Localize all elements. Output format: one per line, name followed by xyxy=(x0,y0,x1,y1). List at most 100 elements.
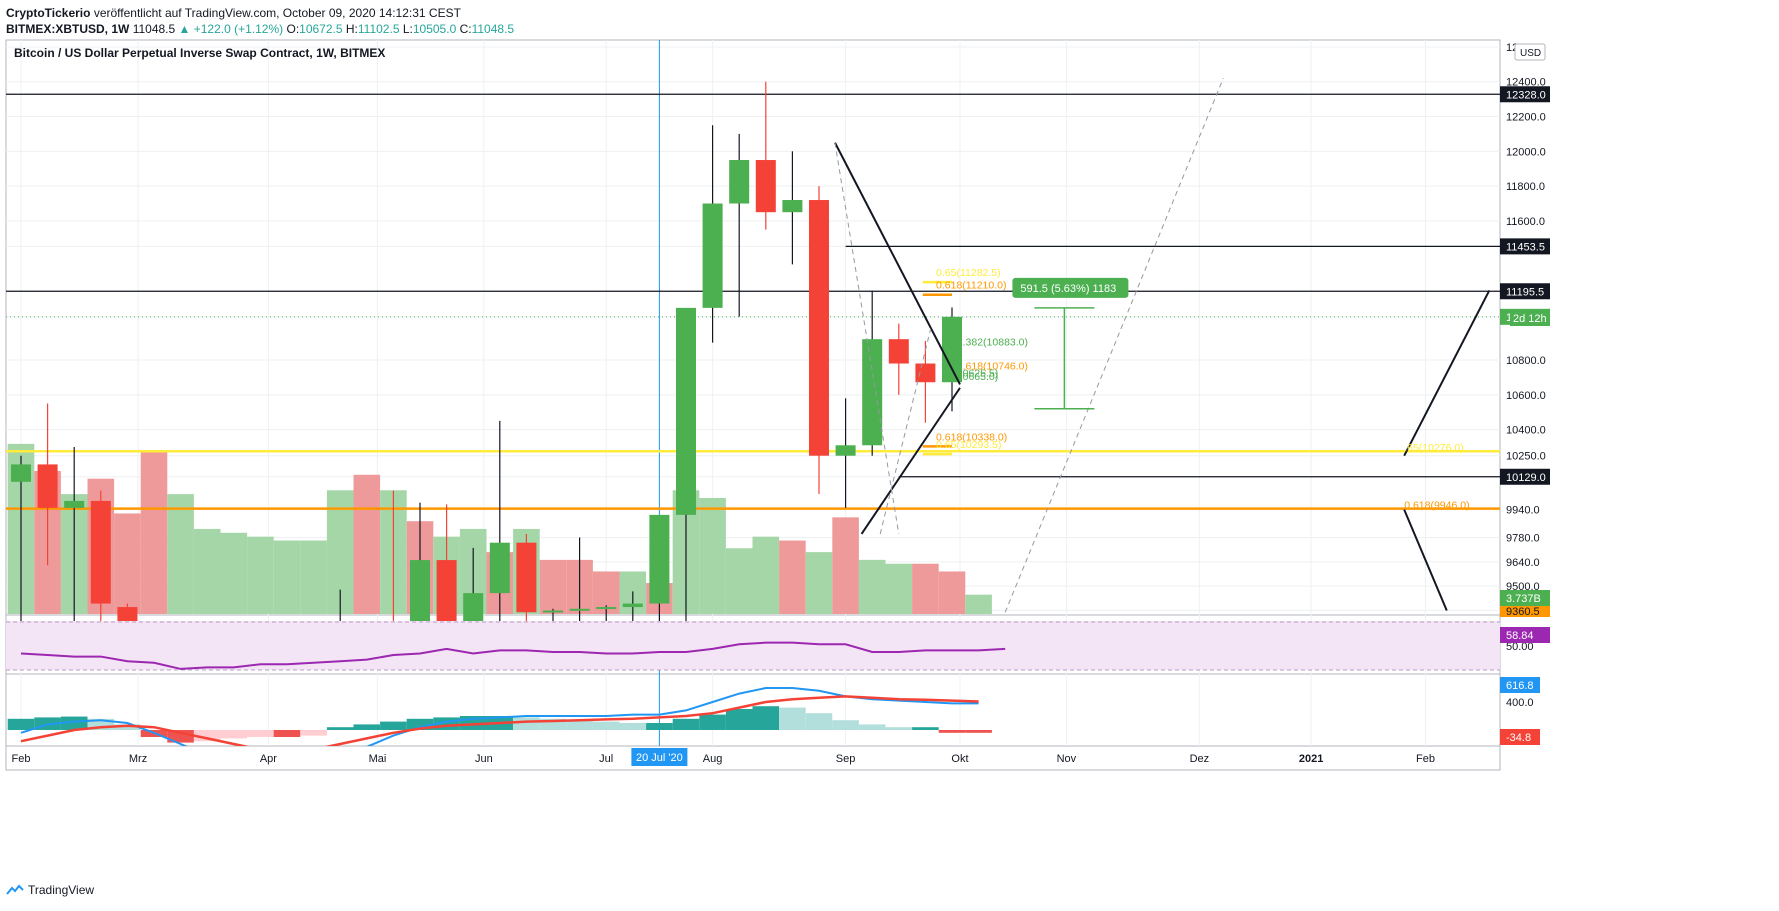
volume-bar xyxy=(805,552,833,614)
time-axis-label: Nov xyxy=(1057,753,1077,765)
low-value: 10505.0 xyxy=(412,22,457,36)
price-axis-label: 9940.0 xyxy=(1506,505,1540,517)
candle-body xyxy=(676,307,696,515)
candle-body xyxy=(888,339,909,364)
candle-body xyxy=(862,339,883,446)
price-axis-label: 9780.0 xyxy=(1506,532,1540,544)
candle-body xyxy=(782,200,803,213)
fib-label: .618(10746.0) xyxy=(963,360,1028,372)
candle-body xyxy=(436,560,457,623)
macd-histogram-bar xyxy=(300,730,327,736)
low-label: L: xyxy=(402,22,413,36)
time-axis-label: Okt xyxy=(951,753,968,765)
candle-body xyxy=(64,500,85,508)
signal-badge xyxy=(1500,729,1540,745)
volume-bar xyxy=(300,540,327,614)
macd-histogram-bar xyxy=(539,718,567,730)
footer-brand: TradingView xyxy=(6,883,94,897)
candle-body xyxy=(835,445,856,456)
trend-line xyxy=(834,142,961,385)
publisher-name: CryptoTickerio xyxy=(6,6,91,20)
candle-body xyxy=(11,464,31,482)
macd-value-label: 616.8 xyxy=(1506,680,1534,692)
candle-body xyxy=(915,363,936,383)
volume-bar xyxy=(832,517,859,614)
candle-body xyxy=(543,610,563,613)
macd-histogram-bar xyxy=(406,718,434,730)
macd-histogram-bar xyxy=(7,718,35,730)
macd-axis-label: 400.0 xyxy=(1506,697,1534,709)
price-axis-badge xyxy=(1500,238,1550,255)
price-axis-label: 11600.0 xyxy=(1506,216,1545,228)
volume-bar xyxy=(114,513,141,614)
measure-label: 591.5 (5.63%) 1183 xyxy=(1020,283,1116,295)
trend-line xyxy=(860,387,961,535)
candle-body xyxy=(516,542,537,613)
volume-bar xyxy=(193,528,221,614)
time-axis-label: Feb xyxy=(12,753,31,765)
candle-body xyxy=(569,608,590,611)
close-value: 11048.5 xyxy=(471,22,515,36)
macd-histogram-bar xyxy=(725,709,753,730)
symbol-label: BITMEX:XBTUSD, 1W xyxy=(6,22,130,36)
time-axis-label: Dez xyxy=(1190,753,1210,765)
high-value: 11102.5 xyxy=(357,22,400,36)
candle-body xyxy=(410,560,430,628)
time-axis-label: Mrz xyxy=(129,753,147,765)
trading-chart[interactable]: Bitcoin / US Dollar Perpetual Inverse Sw… xyxy=(0,0,1779,880)
open-value: 10672.5 xyxy=(299,22,343,36)
macd-histogram-bar xyxy=(619,723,647,730)
time-axis-label: Aug xyxy=(703,753,723,765)
macd-histogram-bar xyxy=(885,727,913,730)
time-axis-label: Apr xyxy=(260,753,277,765)
macd-histogram-bar xyxy=(752,706,780,730)
measure-label-bg xyxy=(1012,277,1129,298)
volume-bar xyxy=(938,571,966,614)
candle-body xyxy=(729,160,750,204)
macd-histogram-bar xyxy=(87,718,115,730)
fib-label: .382(10883.0) xyxy=(963,337,1028,349)
macd-histogram-bar xyxy=(353,724,381,730)
macd-histogram-bar xyxy=(646,723,673,730)
fib-label: 0625.5) xyxy=(963,367,999,379)
fib-label: 0.618(11210.0) xyxy=(936,280,1006,292)
time-axis-label: Jun xyxy=(475,753,493,765)
price-axis-label: 10600.0 xyxy=(1506,390,1546,402)
volume-bar xyxy=(965,594,992,614)
volume-bar xyxy=(353,474,381,614)
volume-bar xyxy=(725,548,753,614)
volume-bar xyxy=(539,559,567,614)
tradingview-logo-icon xyxy=(6,884,24,895)
volume-bar xyxy=(167,494,194,614)
candle-body xyxy=(809,200,829,456)
publish-info: CryptoTickerio veröffentlicht auf Tradin… xyxy=(6,6,461,20)
fib-label: 0.65(11282.5) xyxy=(936,267,1001,279)
price-change: ▲ +122.0 (+1.12%) xyxy=(178,22,284,36)
rsi-line xyxy=(20,641,1006,670)
rsi-band xyxy=(6,621,1500,670)
candle-body xyxy=(942,316,962,383)
fib-label: 0665.0) xyxy=(963,371,999,383)
brand-name: TradingView xyxy=(28,883,95,897)
candle-body xyxy=(37,464,58,508)
candle-body xyxy=(489,542,510,594)
macd-histogram-bar xyxy=(805,713,833,730)
volume-bar xyxy=(752,536,780,614)
price-axis-label: 10800.0 xyxy=(1506,355,1546,367)
currency-label: USD xyxy=(1520,48,1541,59)
macd-histogram-bar xyxy=(672,718,700,730)
crosshair-date-badge xyxy=(631,748,688,766)
countdown-badge xyxy=(1510,310,1550,326)
volume-bar xyxy=(699,498,726,614)
macd-histogram-bar xyxy=(513,717,540,730)
macd-histogram-bar xyxy=(60,716,88,730)
candle-body xyxy=(117,607,138,625)
rsi-axis-label: 50.00 xyxy=(1506,641,1534,653)
volume-badge xyxy=(1500,590,1550,606)
volume-bar xyxy=(858,559,886,614)
candle-body xyxy=(596,607,617,610)
price-axis-label: 12200.0 xyxy=(1506,112,1546,124)
macd-histogram-bar xyxy=(592,721,620,730)
trend-line xyxy=(1403,509,1448,611)
price-axis-label: 9640.0 xyxy=(1506,557,1540,569)
